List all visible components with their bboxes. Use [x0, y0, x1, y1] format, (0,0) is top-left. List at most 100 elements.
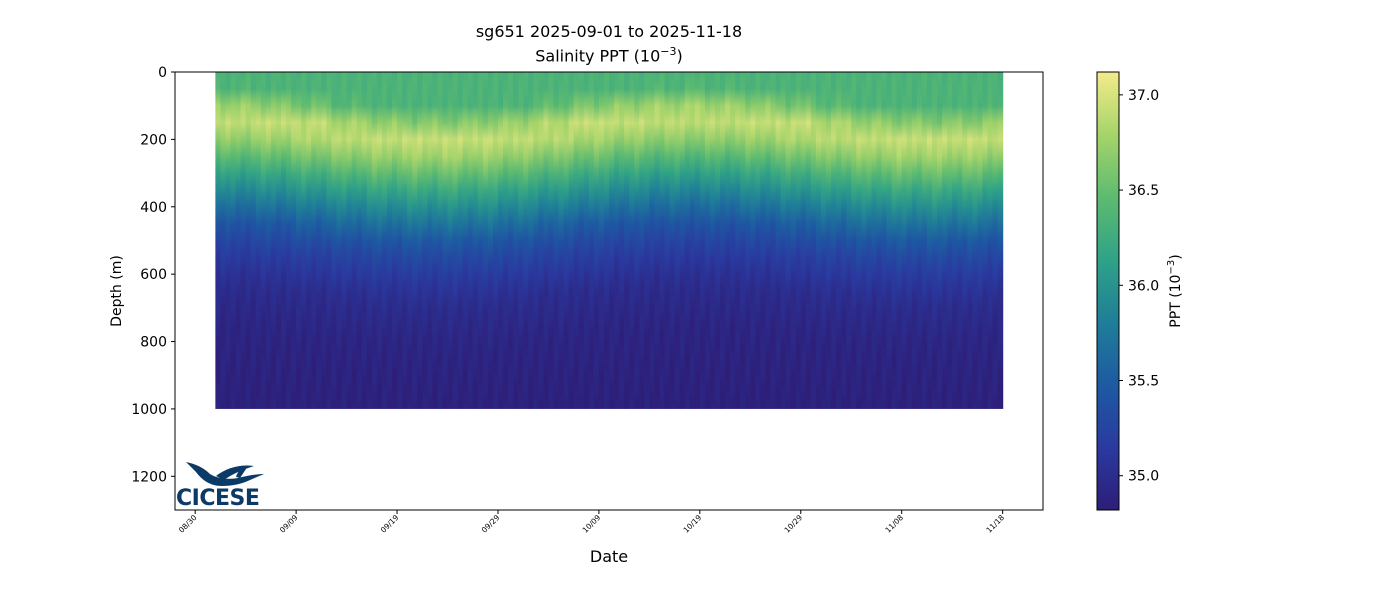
chart-title: sg651 2025-09-01 to 2025-11-18 [475, 22, 743, 41]
heatmap-column [926, 72, 933, 409]
heatmap-column [311, 72, 317, 409]
heatmap-column [427, 72, 433, 409]
x-tick-label: 10/29 [783, 513, 805, 535]
x-tick-label: 08/30 [177, 513, 199, 535]
heatmap-column [573, 72, 580, 409]
x-tick-label: 11/18 [984, 513, 1006, 535]
subtitle-exponent: −3 [660, 45, 677, 58]
y-tick-label: 800 [140, 335, 167, 351]
heatmap-column [831, 72, 837, 409]
heatmap-column [770, 72, 777, 409]
heatmap-column [780, 72, 787, 409]
heatmap-column [669, 72, 676, 409]
heatmap-column [558, 72, 565, 409]
heatmap-column [614, 72, 620, 409]
heatmap-column [422, 72, 428, 409]
cicese-logo [186, 462, 264, 486]
heatmap-column [836, 72, 842, 409]
heatmap-column [356, 72, 363, 409]
heatmap-column [306, 72, 312, 409]
heatmap-column [795, 72, 802, 409]
heatmap-column [962, 72, 968, 409]
heatmap-column [664, 72, 671, 409]
heatmap-column [432, 72, 439, 409]
logo-text: CICESE [176, 486, 260, 511]
heatmap-column [820, 72, 827, 409]
heatmap-column [740, 72, 746, 409]
heatmap-column [548, 72, 555, 409]
heatmap-column [477, 72, 484, 409]
heatmap-column [755, 72, 761, 409]
heatmap-column [826, 72, 832, 409]
heatmap-column [301, 72, 307, 409]
heatmap-column [896, 72, 903, 409]
heatmap-column [447, 72, 454, 409]
colorbar-label-text: PPT (10 [1167, 274, 1184, 328]
heatmap-column [694, 72, 701, 409]
heatmap-column [684, 72, 691, 409]
colorbar-label-close: ) [1167, 254, 1184, 260]
subtitle-text: Salinity PPT (10 [535, 46, 661, 66]
heatmap-column [977, 72, 984, 409]
heatmap-column [366, 72, 373, 409]
colorbar-tick-label: 36.0 [1128, 278, 1159, 294]
y-tick-label: 600 [140, 267, 167, 283]
heatmap-column [603, 72, 610, 409]
x-tick-label: 10/19 [682, 513, 704, 535]
heatmap-column [361, 72, 368, 409]
colorbar-frame [1096, 71, 1120, 511]
heatmap-column [351, 72, 358, 409]
heatmap-column [679, 72, 686, 409]
heatmap-column [533, 72, 539, 409]
y-tick-label: 0 [158, 65, 167, 81]
heatmap-column [397, 72, 403, 409]
heatmap-column [220, 72, 227, 409]
heatmap-column [730, 72, 736, 409]
y-tick-label: 1000 [131, 402, 167, 418]
heatmap-column [457, 72, 464, 409]
heatmap-column [654, 72, 661, 409]
heatmap-column [593, 72, 600, 409]
heatmap-column [871, 72, 878, 409]
heatmap-column [265, 72, 272, 409]
heatmap-column [931, 72, 938, 409]
heatmap-column [750, 72, 756, 409]
x-tick-label: 09/09 [278, 513, 300, 535]
heatmap-column [851, 72, 857, 409]
heatmap-column [523, 72, 529, 409]
heatmap-column [841, 72, 847, 409]
heatmap-column [942, 72, 948, 409]
heatmap-column [800, 72, 807, 409]
heatmap-column [861, 72, 867, 409]
heatmap-column [866, 72, 873, 409]
heatmap-column [906, 72, 913, 409]
heatmap-column [735, 72, 741, 409]
heatmap-column [619, 72, 625, 409]
x-tick-label: 09/19 [379, 513, 401, 535]
heatmap-column [230, 72, 237, 409]
y-tick-label: 400 [140, 200, 167, 216]
heatmap-column [921, 72, 928, 409]
heatmap-column [815, 72, 822, 409]
heatmap-column [275, 72, 282, 409]
x-tick-label: 09/29 [480, 513, 502, 535]
heatmap-column [916, 72, 923, 409]
heatmap-column [371, 72, 378, 409]
heatmap-column [765, 72, 772, 409]
heatmap-column [629, 72, 635, 409]
heatmap-column [472, 72, 479, 409]
heatmap-column [376, 72, 383, 409]
heatmap-column [987, 72, 994, 409]
heatmap-column [553, 72, 560, 409]
heatmap-column [482, 72, 489, 409]
heatmap-column [467, 72, 474, 409]
heatmap-column [442, 72, 449, 409]
heatmap-column [957, 72, 963, 409]
chart-subtitle: Salinity PPT (10−3) [175, 45, 1043, 65]
y-axis: 0 200 400 600 800 1000 1200 [131, 65, 175, 485]
heatmap-column [215, 72, 222, 409]
heatmap-column [245, 72, 252, 409]
heatmap-column [659, 72, 666, 409]
y-axis-label: Depth (m) [109, 255, 125, 327]
bird-neck [236, 468, 246, 478]
